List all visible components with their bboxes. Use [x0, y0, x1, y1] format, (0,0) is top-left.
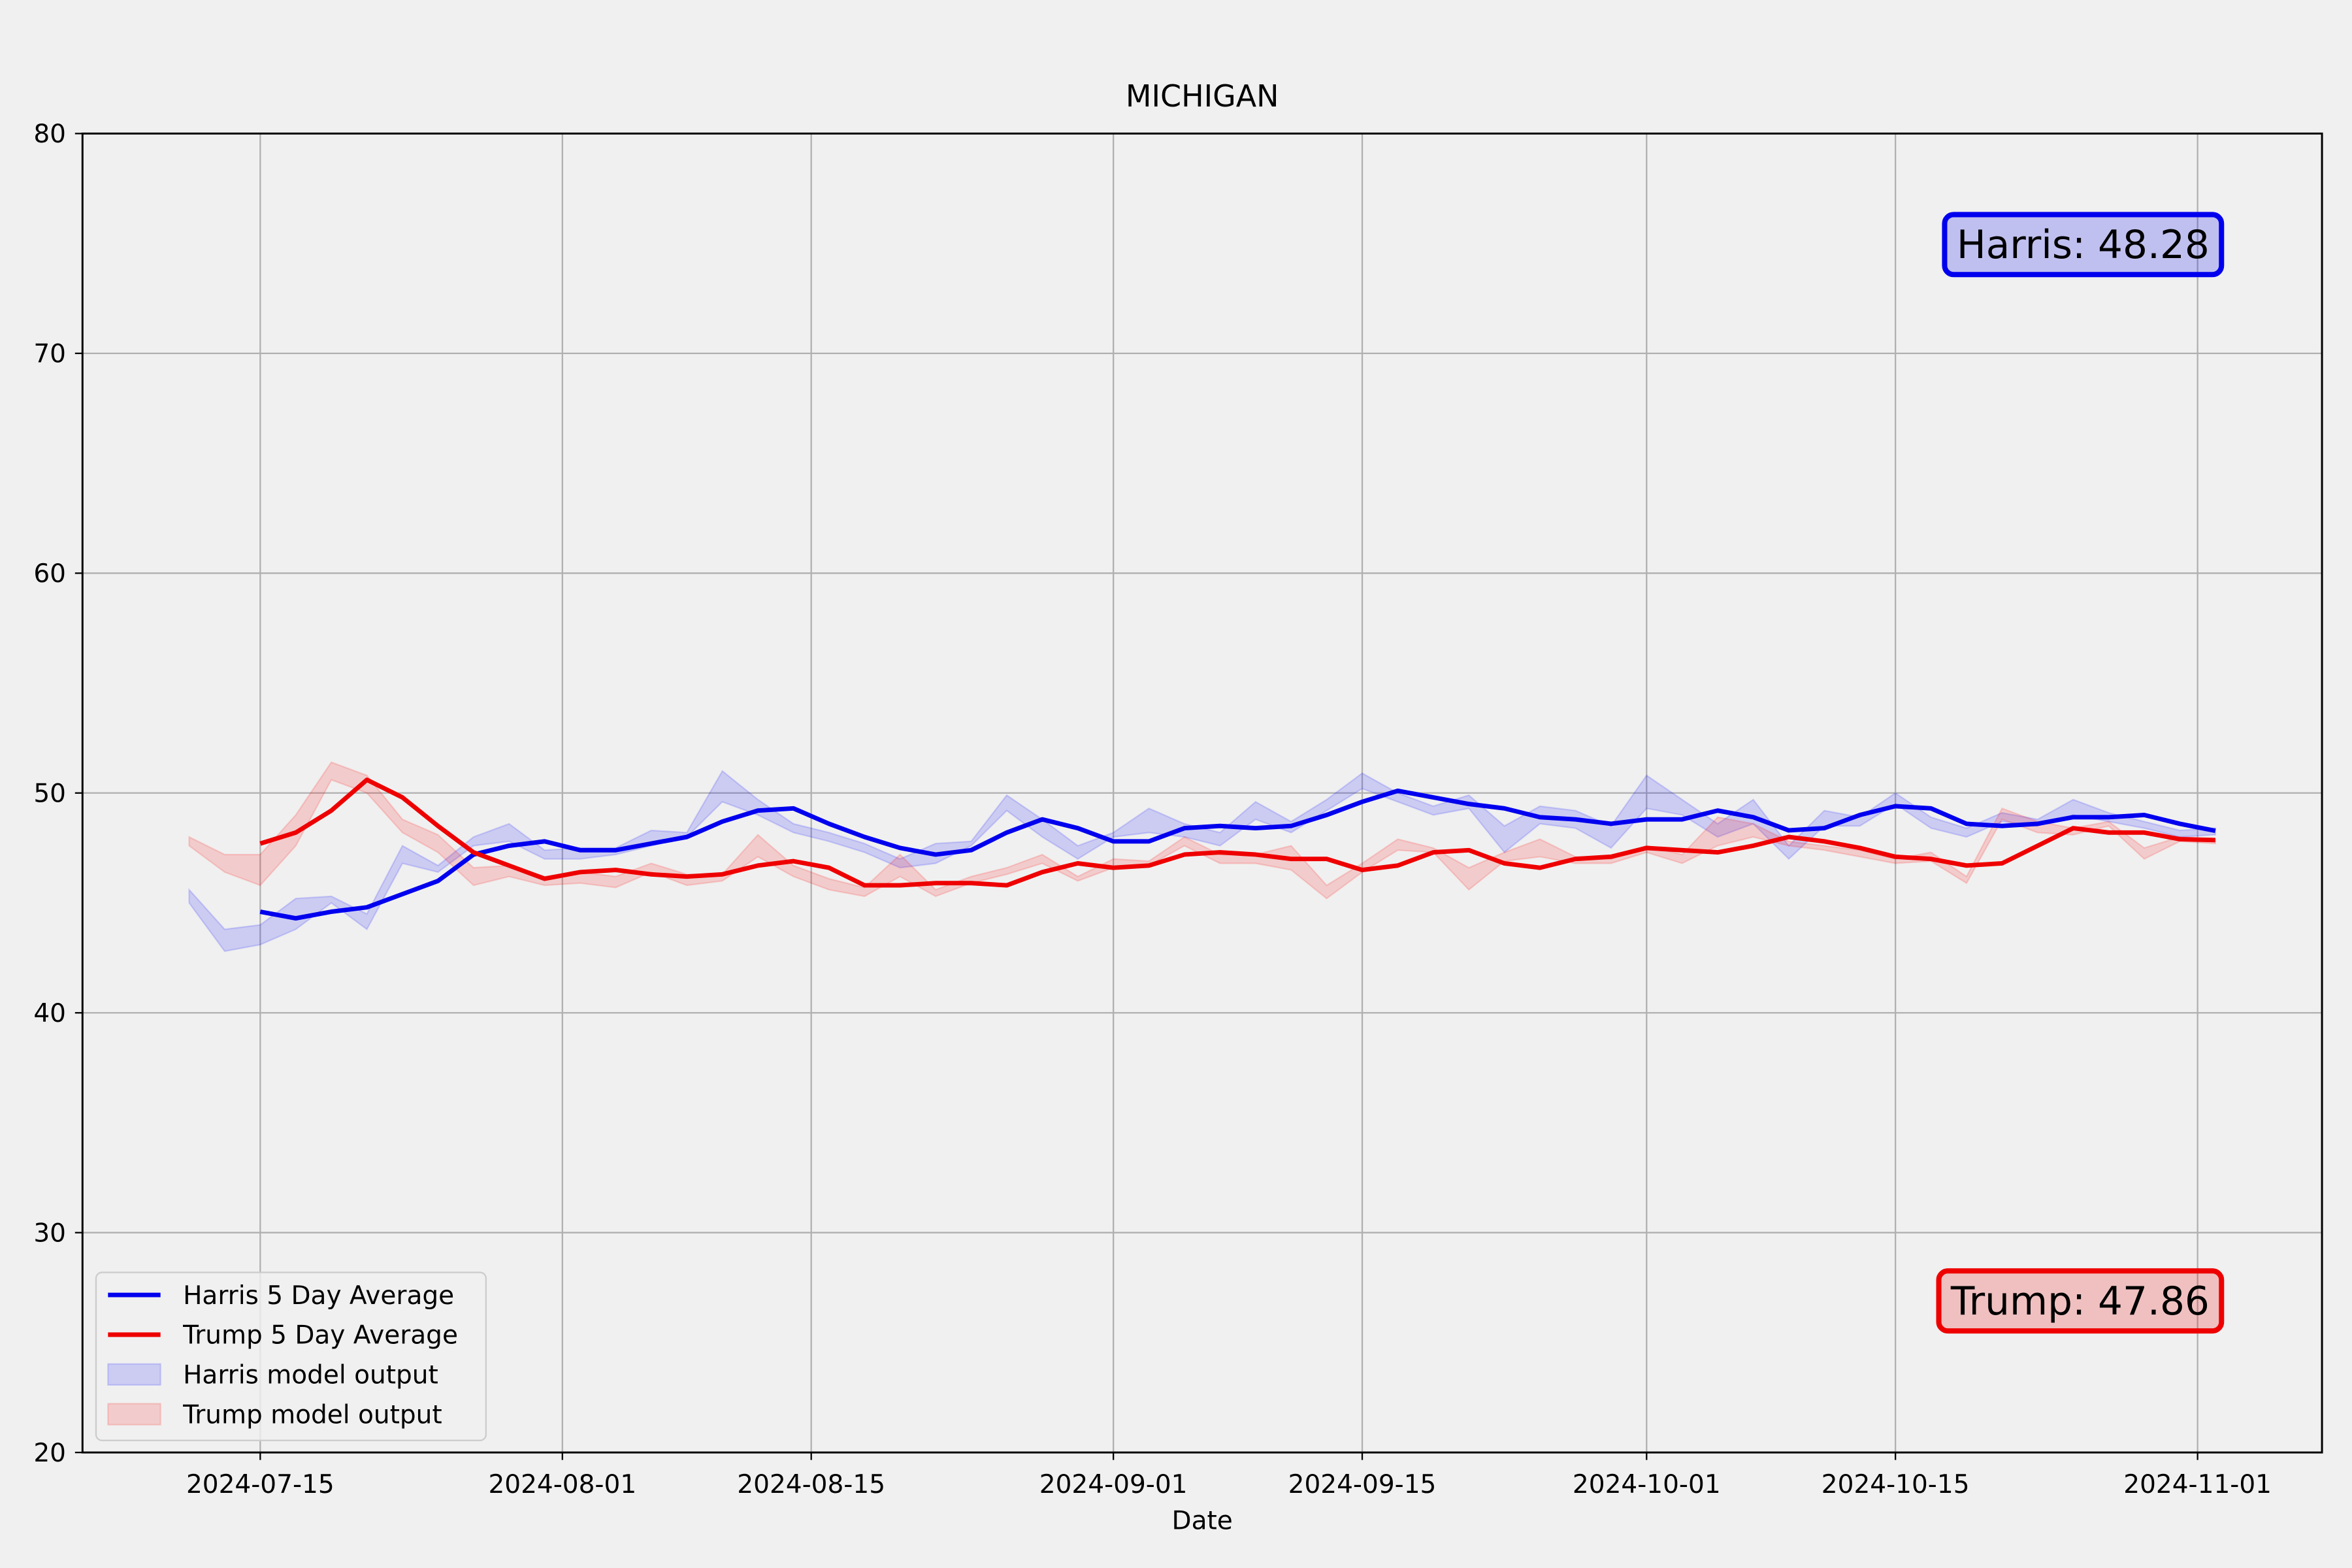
legend-swatch: [107, 1363, 161, 1386]
y-tick-label: 50: [33, 779, 66, 809]
legend: Harris 5 Day Average Trump 5 Day Average H…: [95, 1271, 487, 1441]
x-tick-label: 2024-08-01: [488, 1470, 636, 1499]
y-tick-label: 60: [33, 559, 66, 589]
annotation-box: [1936, 1268, 2225, 1334]
legend-box: [95, 1271, 487, 1441]
annotation: Harris: 48.28: [1942, 212, 2225, 278]
model-band: [188, 770, 2216, 953]
x-tick-label: 2024-09-01: [1039, 1470, 1188, 1499]
annotation: Trump: 47.86: [1936, 1268, 2225, 1334]
x-tick-label: 2024-08-15: [737, 1470, 885, 1499]
x-tick-label: 2024-11-01: [2123, 1470, 2272, 1499]
model-band: [188, 761, 2216, 900]
y-tick-label: 30: [33, 1218, 66, 1248]
y-tick-label: 40: [33, 999, 66, 1028]
chart-title: MICHIGAN: [1126, 78, 1279, 114]
annotation-text: Harris: 48.28: [1957, 223, 2210, 268]
x-axis-label: Date: [1172, 1506, 1233, 1535]
y-tick-label: 70: [33, 340, 66, 369]
average-line: [259, 777, 2215, 888]
y-tick-label: 80: [33, 120, 66, 149]
legend-label: Trump model output: [182, 1400, 442, 1429]
average-line: [259, 788, 2216, 921]
legend-label: Harris 5 Day Average: [183, 1281, 454, 1311]
plot-frame: [81, 132, 2323, 1454]
annotation-box: [1942, 212, 2225, 278]
annotation-text: Trump: 47.86: [1950, 1279, 2210, 1324]
x-tick-label: 2024-10-01: [1573, 1470, 1721, 1499]
legend-swatch: [107, 1403, 161, 1426]
x-tick-label: 2024-10-15: [1821, 1470, 1970, 1499]
legend-label: Harris model output: [183, 1361, 438, 1390]
x-tick-label: 2024-07-15: [186, 1470, 335, 1499]
legend-label: Trump 5 Day Average: [182, 1321, 458, 1350]
y-tick-label: 20: [33, 1439, 66, 1468]
x-tick-label: 2024-09-15: [1288, 1470, 1437, 1499]
